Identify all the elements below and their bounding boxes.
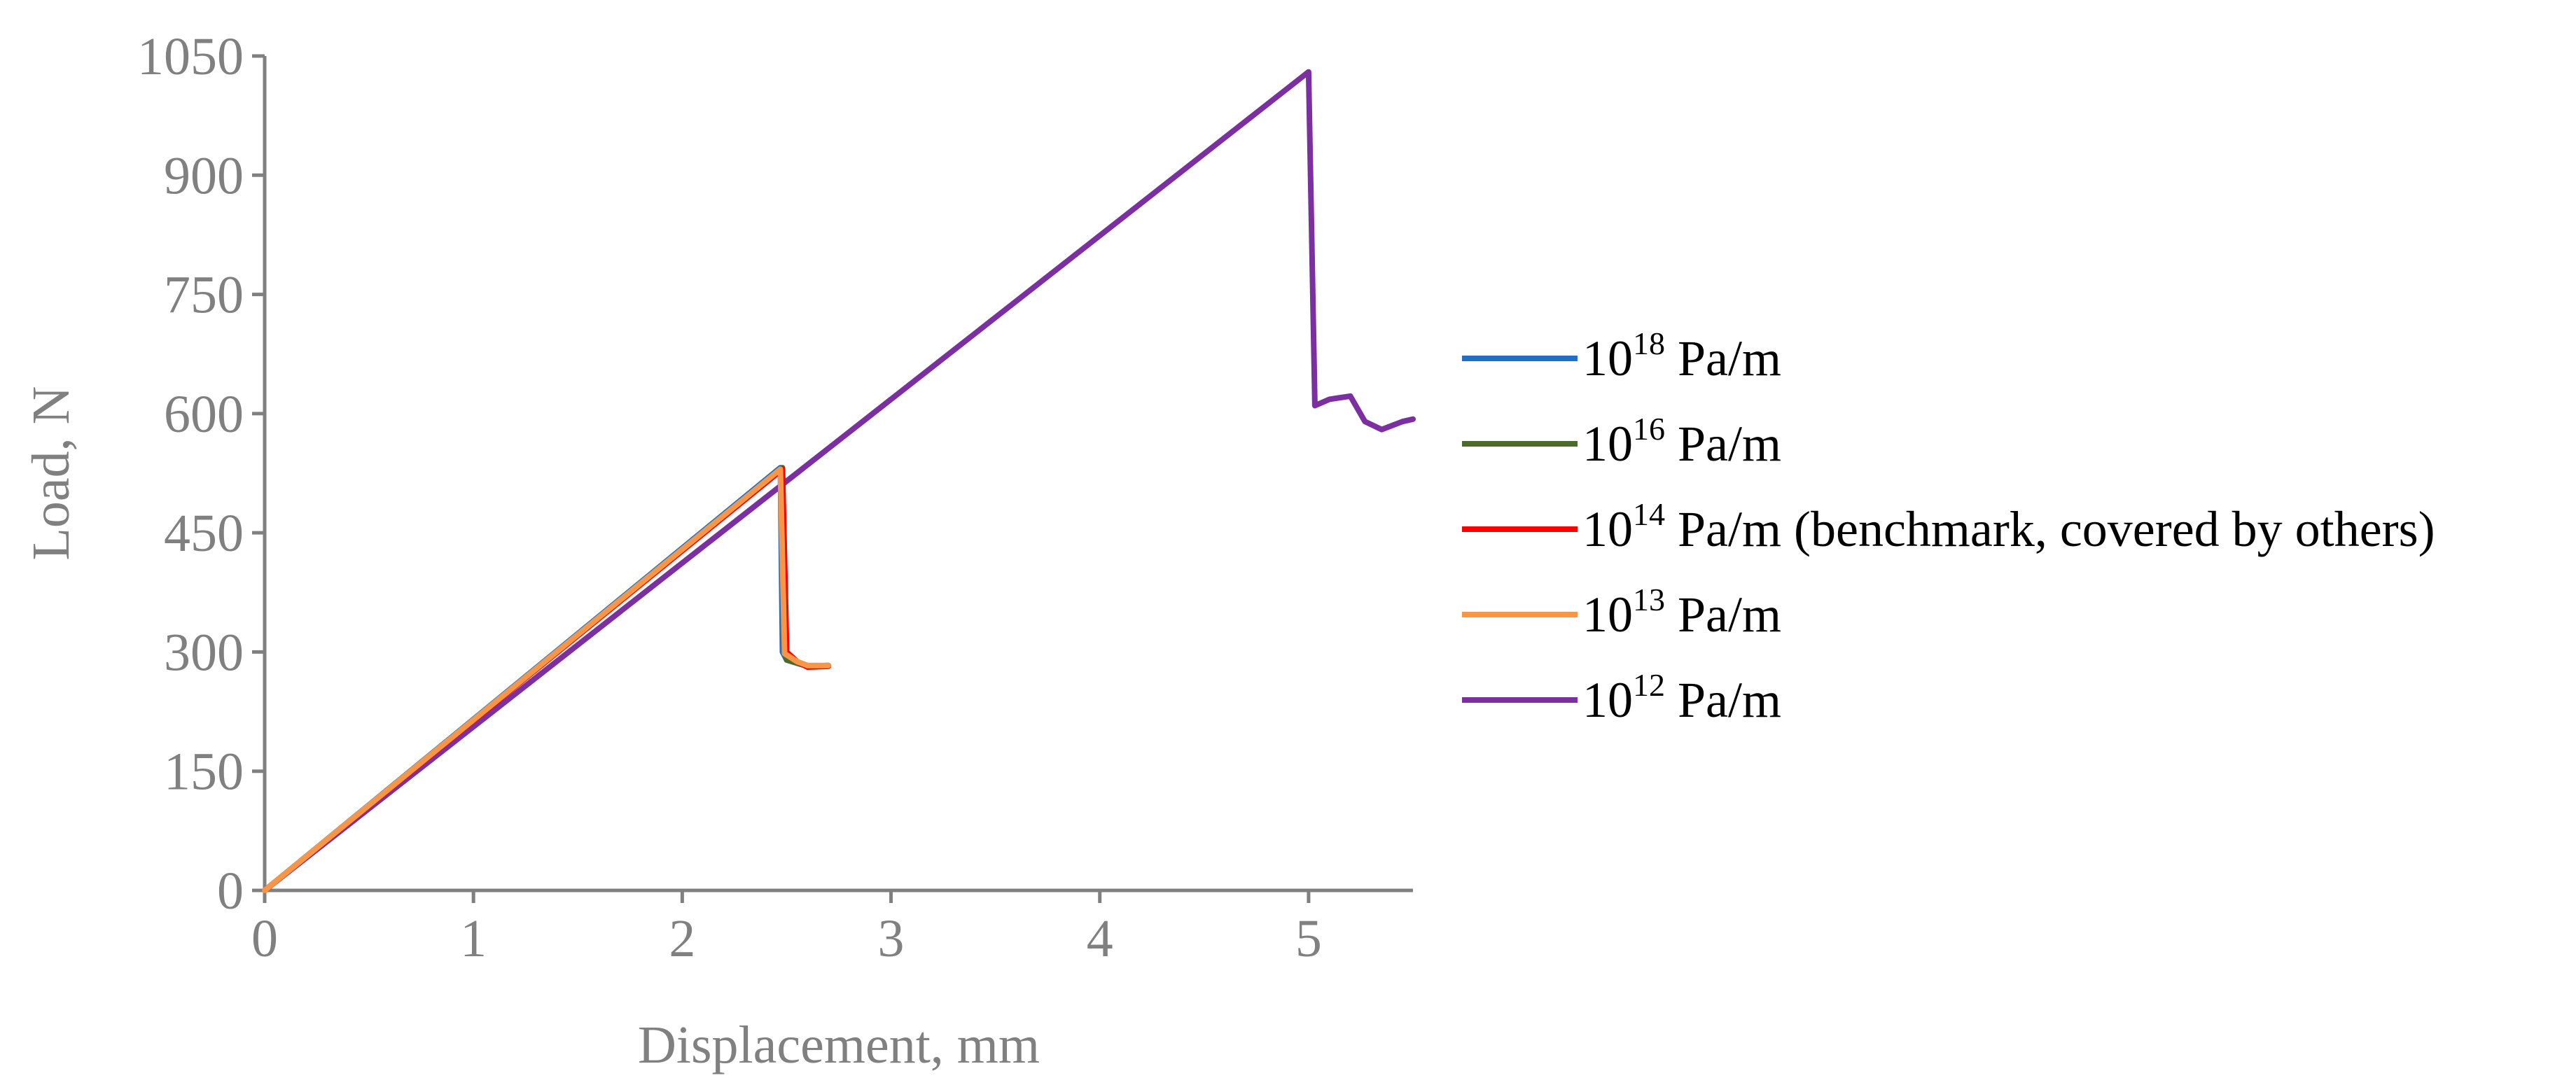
y-tick-label: 900	[164, 146, 244, 205]
y-tick-label: 0	[217, 862, 244, 920]
y-tick-label: 150	[164, 743, 244, 802]
legend-label: 1013 Pa/m	[1582, 582, 1781, 643]
x-tick-label: 5	[1295, 909, 1322, 968]
x-axis-title: Displacement, mm	[638, 1016, 1040, 1074]
x-tick-label: 2	[669, 909, 695, 968]
legend-item: 1018 Pa/m	[1462, 326, 1781, 386]
x-tick-label: 1	[460, 909, 487, 968]
tick-labels: 0 150 300 450 600 750 900 1050 0 1 2 3 4 5	[137, 27, 1322, 968]
y-axis-title: Load, N	[22, 386, 81, 560]
series-lines	[262, 69, 1416, 893]
x-tick-label: 0	[251, 909, 278, 968]
x-tick-label: 3	[878, 909, 905, 968]
legend-item: 1014 Pa/m (benchmark, covered by others)	[1462, 496, 2435, 557]
legend-item: 1016 Pa/m	[1462, 411, 1781, 472]
legend-label: 1012 Pa/m	[1582, 667, 1781, 728]
y-tick-label: 750	[164, 266, 244, 325]
y-tick-label: 600	[164, 385, 244, 444]
legend-label: 1014 Pa/m (benchmark, covered by others)	[1582, 496, 2435, 557]
y-tick-label: 450	[164, 504, 244, 563]
legend-item: 1012 Pa/m	[1462, 667, 1781, 728]
series-line-4	[262, 69, 1416, 893]
x-tick-label: 4	[1087, 909, 1113, 968]
legend-label: 1016 Pa/m	[1582, 411, 1781, 472]
axes	[252, 54, 1413, 903]
legend-label: 1018 Pa/m	[1582, 326, 1781, 386]
legend: 1018 Pa/m 1016 Pa/m 1014 Pa/m (benchmark, …	[1462, 326, 2435, 728]
y-tick-label: 300	[164, 623, 244, 682]
series-line-3	[262, 466, 832, 893]
y-tick-label: 1050	[137, 27, 244, 86]
legend-item: 1013 Pa/m	[1462, 582, 1781, 643]
